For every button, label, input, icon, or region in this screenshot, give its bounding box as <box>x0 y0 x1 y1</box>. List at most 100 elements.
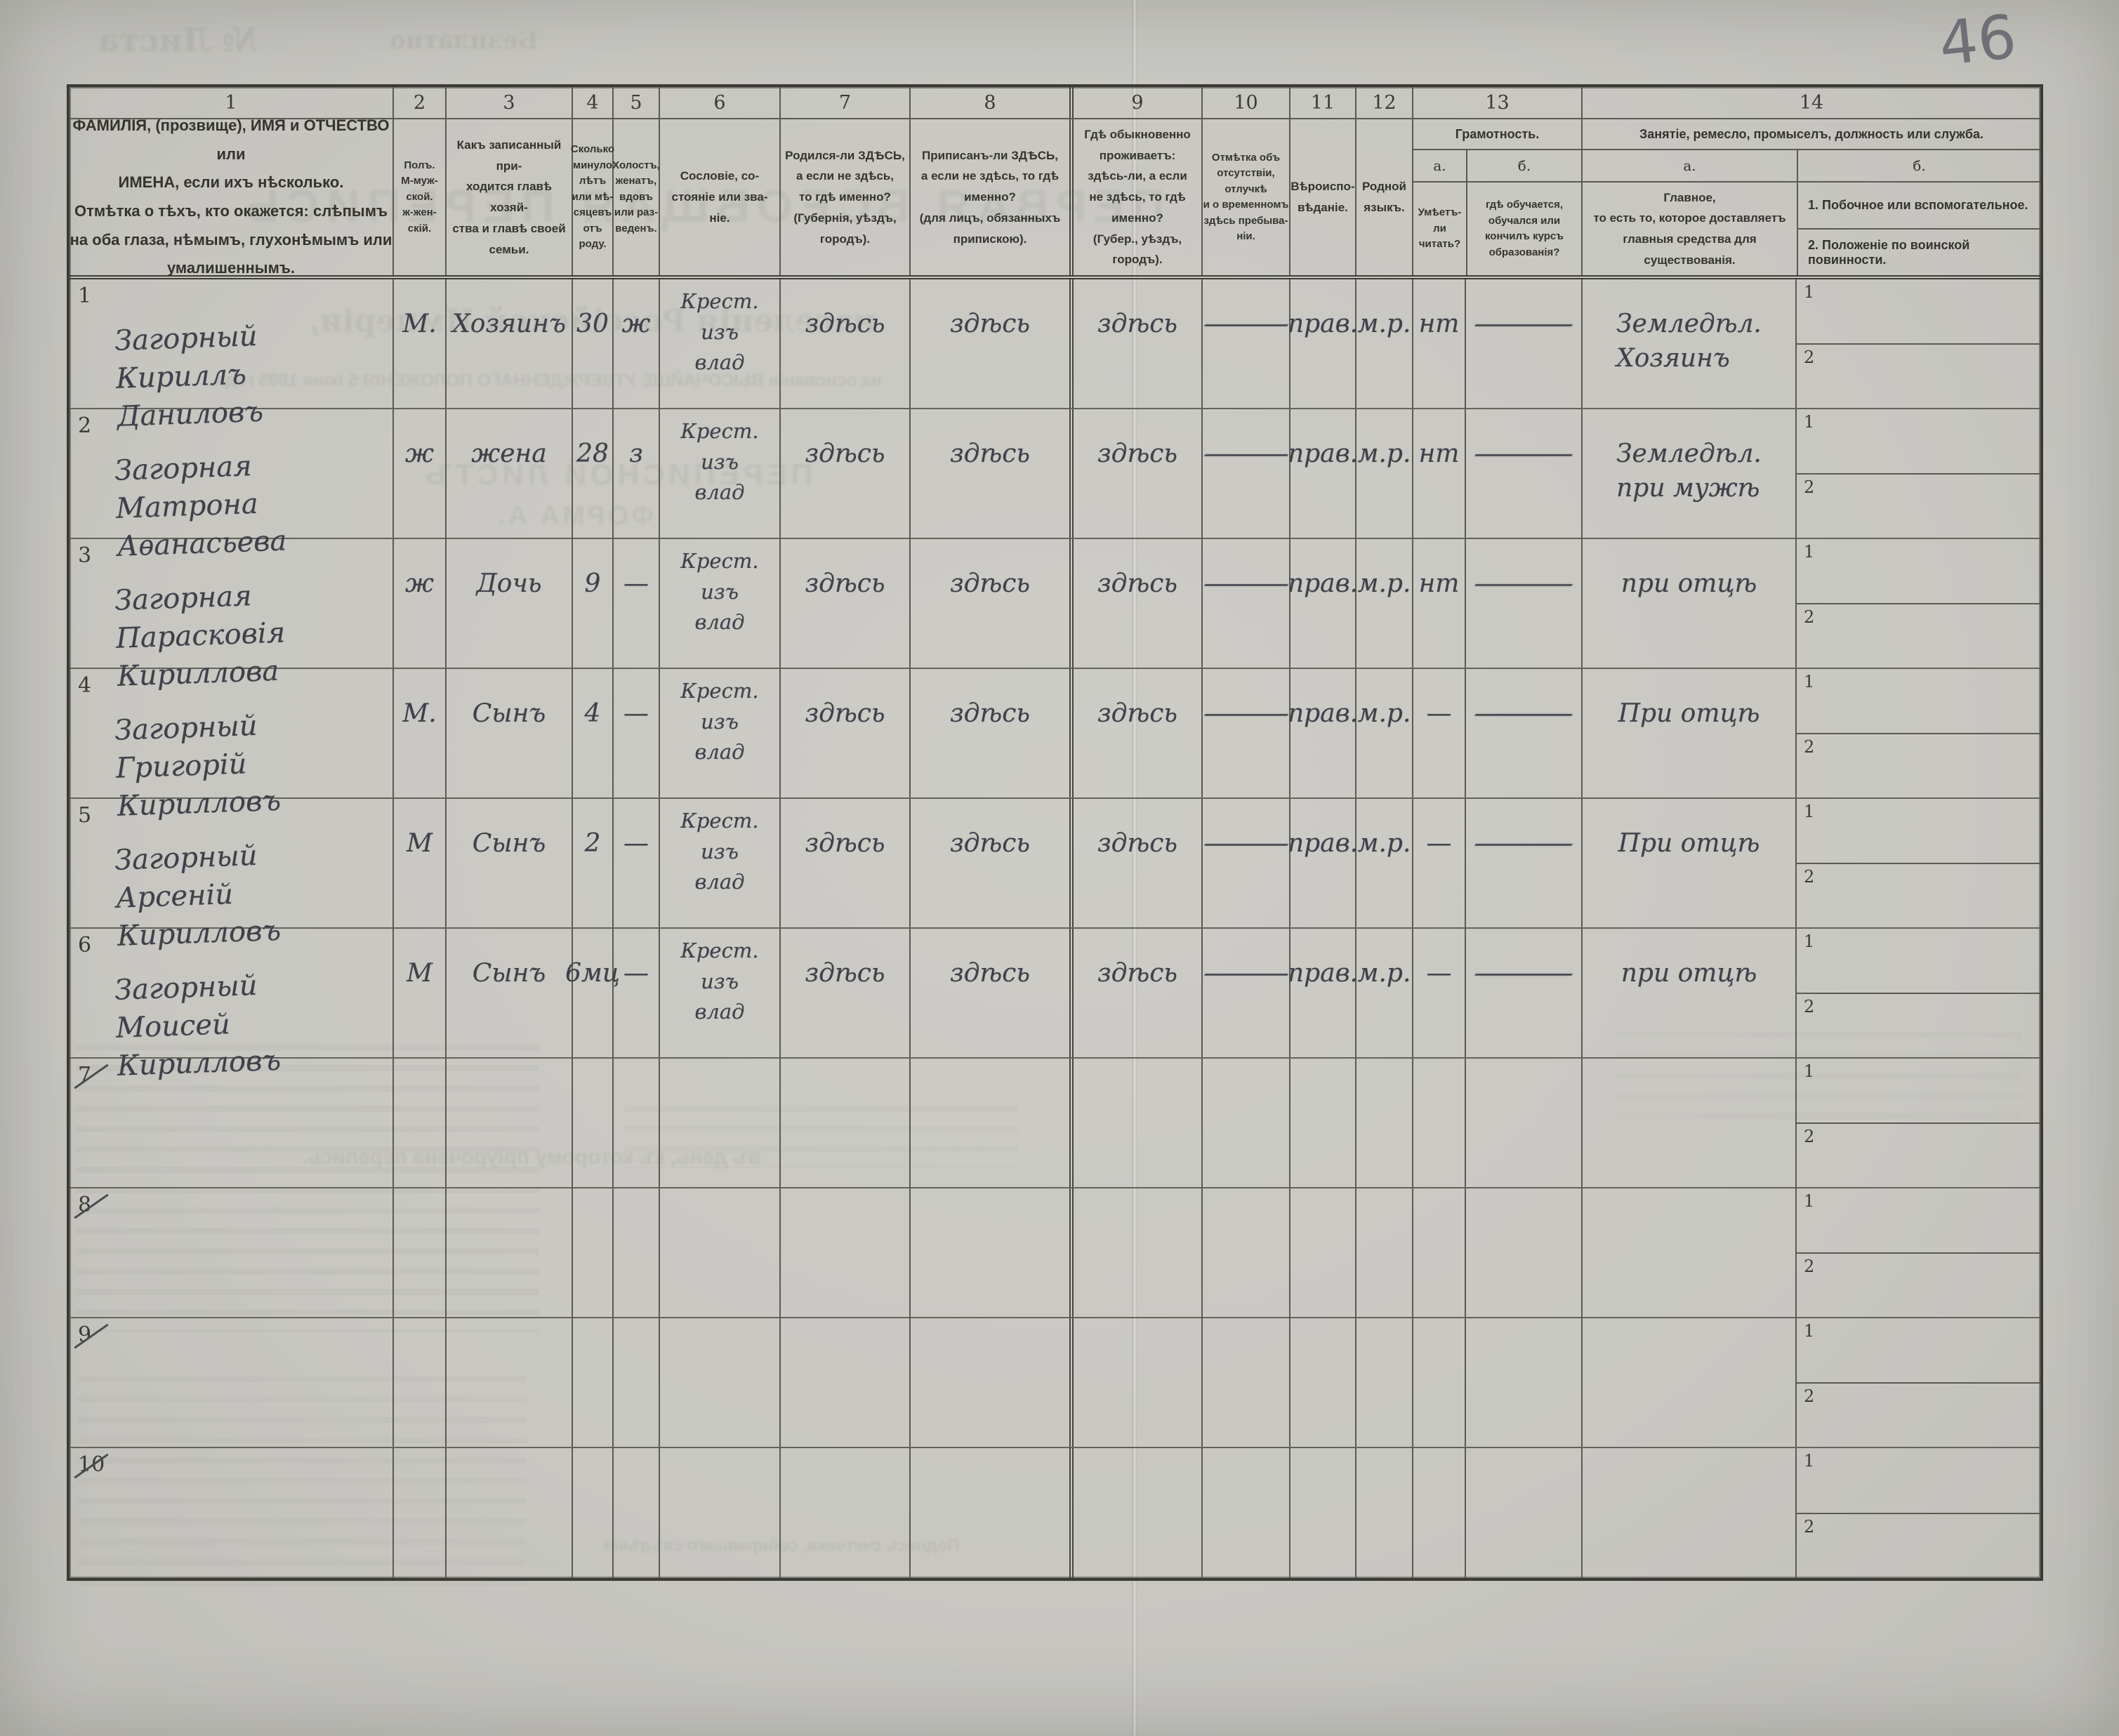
estate-cell: Крест. изъ влад <box>660 279 781 408</box>
marital-entry: — <box>623 569 649 598</box>
occupation-cell <box>1583 1059 1797 1187</box>
absence-entry: — <box>1200 310 1292 338</box>
religion-cell <box>1290 1188 1356 1317</box>
religion-entry: прав. <box>1287 959 1359 988</box>
registered-cell <box>911 1188 1074 1317</box>
estate-cell <box>660 1188 781 1317</box>
header-literacy-read: Умѣетъ- ли читать? <box>1413 183 1467 275</box>
table-row: 7 1 2 <box>70 1059 2040 1188</box>
resides-cell: здѣсь <box>1074 279 1203 408</box>
absence-cell: — <box>1201 929 1291 1057</box>
religion-entry: прав. <box>1287 829 1359 858</box>
header-literacy-title: Грамотность. <box>1413 119 1581 150</box>
sub-label-2: 2 <box>1804 1516 1815 1537</box>
registered-cell: здѣсь <box>911 279 1074 408</box>
sub-label-1: 1 <box>1804 1191 1815 1211</box>
religion-cell <box>1290 1448 1356 1578</box>
language-entry: м.р. <box>1357 569 1411 598</box>
religion-cell: прав. <box>1288 539 1358 668</box>
literacy-education-cell <box>1466 1318 1583 1447</box>
age-entry: 6мц <box>565 959 620 988</box>
military-status-half: 2 <box>1797 1512 2040 1579</box>
marital-cell: — <box>614 929 660 1057</box>
relation-cell <box>447 1059 573 1187</box>
bleedthrough-free-label: Безплатно <box>390 27 539 55</box>
estate-cell: Крест. изъ влад <box>660 669 781 797</box>
col-number: 6 <box>660 87 781 118</box>
language-entry: м.р. <box>1357 829 1411 858</box>
literacy-sublabels: а. б. <box>1413 150 1581 183</box>
sub-label-2: 2 <box>1804 1386 1815 1406</box>
occupation-cell <box>1583 1448 1797 1578</box>
header-absence: Отмѣтка объ отсутствіи, отлучкѣ и о врем… <box>1203 119 1290 275</box>
language-cell: м.р. <box>1356 669 1413 797</box>
military-status-half: 2 <box>1797 862 2040 928</box>
row-number: 2 <box>78 413 92 438</box>
occupation-secondary-half: 1 <box>1797 409 2040 473</box>
resides-cell: здѣсь <box>1074 409 1203 538</box>
sex-cell: ж <box>394 539 447 668</box>
name-cell: 3 Загорная Парасковія Кириллова <box>70 539 394 693</box>
sub-label-2: 2 <box>1804 1256 1815 1276</box>
literacy-descriptions: Умѣетъ- ли читать? гдѣ обучается, обучал… <box>1413 183 1581 275</box>
language-entry: м.р. <box>1357 310 1411 338</box>
registered-entry: здѣсь <box>950 699 1030 728</box>
relation-cell: Сынъ <box>447 669 573 797</box>
header-occupation-main: Главное, то есть то, которое доставляетъ… <box>1583 183 1798 275</box>
sex-cell <box>394 1448 447 1578</box>
sub-label-2: 2 <box>1804 347 1815 367</box>
header-marital: Холостъ, женатъ, вдовъ или раз- веденъ. <box>612 119 660 275</box>
language-cell <box>1356 1318 1413 1447</box>
occupation-entry: При отцѣ <box>1618 699 1760 728</box>
literacy-read-entry: — <box>1426 829 1452 858</box>
language-cell: м.р. <box>1356 799 1413 927</box>
occupation-sublabels: а. б. <box>1583 150 2040 183</box>
religion-entry: прав. <box>1287 310 1359 338</box>
sub-label-1: 1 <box>1804 412 1815 432</box>
age-cell <box>573 1318 614 1447</box>
occupation-side-cell: 1 2 <box>1797 1188 2040 1317</box>
census-table: 1 2 3 4 5 6 7 8 9 10 11 12 13 14 ФАМИЛІЯ… <box>67 84 2043 1581</box>
literacy-read-entry: нт <box>1418 569 1460 598</box>
absence-cell: — <box>1200 279 1292 408</box>
sex-cell: М. <box>394 279 447 408</box>
registered-entry: здѣсь <box>950 439 1030 468</box>
occupation-cell: При отцѣ <box>1583 799 1797 927</box>
literacy-education-cell: — <box>1466 669 1583 797</box>
sex-cell: ж <box>394 409 447 538</box>
registered-cell <box>911 1059 1074 1187</box>
born-cell: здѣсь <box>781 799 911 927</box>
age-cell <box>573 1188 614 1317</box>
age-cell <box>573 1059 614 1187</box>
absence-cell <box>1203 1059 1290 1187</box>
absence-cell: — <box>1201 669 1291 797</box>
occupation-secondary-half: 1 <box>1797 539 2040 603</box>
literacy-education-cell <box>1466 1188 1583 1317</box>
military-status-half: 2 <box>1797 602 2040 668</box>
age-entry: 30 <box>576 310 609 338</box>
occupation-secondary-half: 1 <box>1797 1059 2040 1122</box>
col-number: 7 <box>781 87 911 118</box>
sheet-number-pencil: 46 <box>1936 1 2020 80</box>
registered-cell <box>911 1448 1074 1578</box>
age-entry: 28 <box>576 439 609 468</box>
occupation-cell <box>1583 1318 1797 1447</box>
literacy-education-cell <box>1466 1448 1583 1578</box>
age-cell: 4 <box>573 669 614 797</box>
sex-entry: ж <box>405 569 434 598</box>
occupation-a-label: а. <box>1583 150 1798 181</box>
resides-cell <box>1074 1059 1203 1187</box>
occupation-side-cell: 1 2 <box>1797 929 2040 1057</box>
table-row: 10 1 2 <box>70 1448 2040 1578</box>
registered-entry: здѣсь <box>950 829 1030 858</box>
sub-label-2: 2 <box>1804 866 1815 887</box>
marital-entry: ж <box>621 310 651 338</box>
relation-entry: жена <box>471 439 547 468</box>
language-cell: м.р. <box>1356 409 1413 538</box>
language-entry: м.р. <box>1357 959 1411 988</box>
occupation-b-label: б. <box>1913 157 1926 174</box>
row-number: 4 <box>78 673 92 698</box>
occupation-cell <box>1583 1188 1797 1317</box>
literacy-education-entry: — <box>1470 569 1577 598</box>
